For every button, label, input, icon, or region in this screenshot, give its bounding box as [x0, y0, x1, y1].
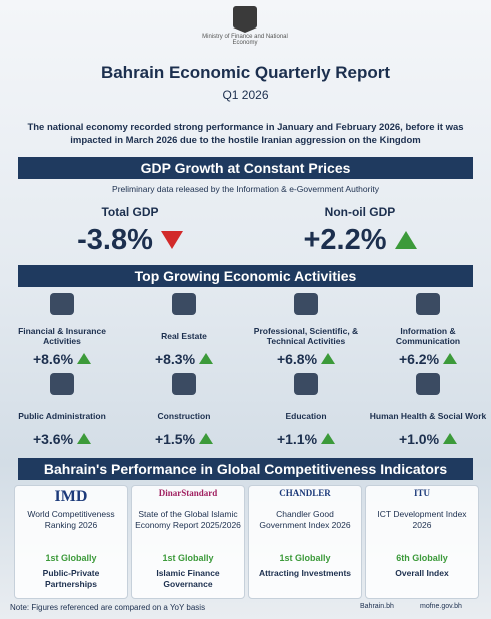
trend-arrow: [321, 433, 336, 444]
indicator-org: DinarStandard: [158, 488, 218, 498]
gdp-value-text: -3.8%: [77, 224, 153, 256]
activity-value-text: +1.0%: [398, 431, 440, 447]
indicator-index: World Competitiveness Ranking 2026: [27, 509, 115, 530]
footer-note: Note: Figures referenced are compared on…: [10, 603, 206, 612]
indicator-rank: 1st Globally: [45, 553, 97, 563]
activity-label: Professional, Scientific, & Technical Ac…: [253, 326, 359, 346]
activity-value: +3.6%: [12, 431, 112, 447]
activity-label: Human Health & Social Work: [369, 411, 487, 421]
indicator-rank: 1st Globally: [162, 553, 214, 563]
footer-site: Bahrain.bh: [360, 603, 394, 610]
indicator-rank: 1st Globally: [279, 553, 331, 563]
gdp-label: Total GDP: [101, 205, 159, 219]
activity-value: +1.5%: [134, 431, 234, 447]
intro: The national economy recorded strong per…: [27, 122, 464, 146]
activity-icon: [294, 373, 318, 395]
activity-icon: [50, 373, 74, 395]
trend-arrow: [394, 231, 417, 249]
activity-value-text: +6.2%: [398, 351, 440, 367]
activity-value: +1.1%: [256, 431, 356, 447]
ministry: Ministry of Finance and National Economy: [202, 34, 288, 46]
indicator-category: Overall Index: [395, 568, 449, 578]
indicator-org: CHANDLER: [279, 488, 331, 498]
activity-icon: [172, 373, 196, 395]
trend-arrow: [443, 433, 458, 444]
activity-label: Financial & Insurance Activities: [18, 326, 106, 346]
activity-label: Real Estate: [161, 331, 207, 341]
indicator-card: [131, 485, 245, 599]
indicator-index: State of the Global Islamic Economy Repo…: [135, 509, 241, 530]
title: Bahrain Economic Quarterly Report: [100, 63, 391, 82]
activity-label: Construction: [157, 411, 211, 421]
gdp-value: +2.2%: [270, 224, 450, 257]
trend-arrow: [321, 353, 336, 364]
activity-icon: [416, 293, 440, 315]
subtitle: Q1 2026: [222, 88, 269, 102]
gdp-label: Non-oil GDP: [324, 205, 396, 219]
trend-arrow: [160, 231, 183, 249]
activity-label: Information & Communication: [395, 326, 461, 346]
footer-site: mofne.gov.bh: [420, 603, 462, 610]
indicator-index: Chandler Good Government Index 2026: [259, 509, 351, 530]
activity-value-text: +8.6%: [32, 351, 74, 367]
activities-heading: Top Growing Economic Activities: [18, 265, 473, 287]
activity-value: +6.2%: [378, 351, 478, 367]
indicator-org: ITU: [413, 488, 430, 498]
indicator-index: ICT Development Index 2026: [377, 509, 467, 530]
trend-arrow: [77, 433, 92, 444]
activity-value: +6.8%: [256, 351, 356, 367]
trend-arrow: [77, 353, 92, 364]
indicator-category: Islamic Finance Governance: [156, 568, 220, 589]
gdp-value: -3.8%: [40, 224, 220, 257]
trend-arrow: [199, 433, 214, 444]
activity-icon: [294, 293, 318, 315]
activity-value: +1.0%: [378, 431, 478, 447]
gdp-note: Preliminary data released by the Informa…: [112, 184, 379, 194]
gdp-value-text: +2.2%: [303, 224, 387, 256]
indicator-card: [365, 485, 479, 599]
emblem: [233, 6, 257, 33]
activity-icon: [50, 293, 74, 315]
indicator-category: Attracting Investments: [258, 568, 352, 578]
gdp-heading: GDP Growth at Constant Prices: [18, 157, 473, 179]
activity-icon: [172, 293, 196, 315]
activity-value-text: +6.8%: [276, 351, 318, 367]
competitiveness-heading: Bahrain's Performance in Global Competit…: [18, 458, 473, 480]
activity-label: Education: [285, 411, 327, 421]
trend-arrow: [199, 353, 214, 364]
activity-icon: [416, 373, 440, 395]
activity-label: Public Administration: [18, 411, 106, 421]
indicator-card: [248, 485, 362, 599]
indicator-category: Public-Private Partnerships: [42, 568, 100, 589]
indicator-org: IMD: [54, 488, 88, 505]
activity-value-text: +3.6%: [32, 431, 74, 447]
activity-value-text: +8.3%: [154, 351, 196, 367]
activity-value-text: +1.1%: [276, 431, 318, 447]
activity-value: +8.3%: [134, 351, 234, 367]
trend-arrow: [443, 353, 458, 364]
activity-value: +8.6%: [12, 351, 112, 367]
indicator-rank: 6th Globally: [396, 553, 448, 563]
activity-value-text: +1.5%: [154, 431, 196, 447]
indicator-card: [14, 485, 128, 599]
